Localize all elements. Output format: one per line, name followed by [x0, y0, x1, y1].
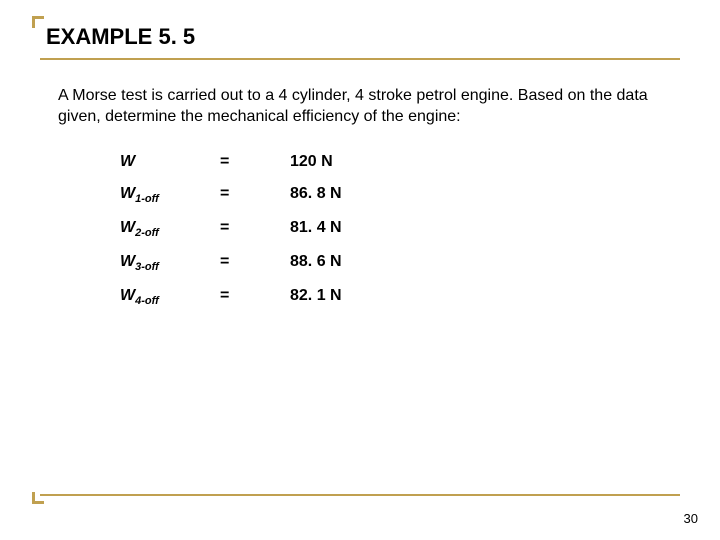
variable-cell: W3-off — [120, 246, 220, 280]
variable-symbol: W — [120, 153, 135, 170]
equals-cell: = — [220, 178, 290, 212]
variable-symbol: W — [120, 219, 135, 236]
variable-subscript: 1-off — [135, 193, 159, 205]
table-row: W2-off=81. 4 N — [120, 212, 342, 246]
equals-cell: = — [220, 246, 290, 280]
footer-rule — [40, 494, 680, 496]
variable-subscript: 4-off — [135, 295, 159, 307]
variable-cell: W2-off — [120, 212, 220, 246]
table-row: W4-off=82. 1 N — [120, 280, 342, 314]
equals-cell: = — [220, 212, 290, 246]
body-text: A Morse test is carried out to a 4 cylin… — [58, 86, 662, 128]
variable-cell: W — [120, 146, 220, 178]
value-cell: 81. 4 N — [290, 212, 342, 246]
value-cell: 88. 6 N — [290, 246, 342, 280]
slide-title: EXAMPLE 5. 5 — [40, 24, 680, 60]
title-block: EXAMPLE 5. 5 — [40, 24, 680, 60]
page-number: 30 — [684, 511, 698, 526]
variable-cell: W1-off — [120, 178, 220, 212]
equals-cell: = — [220, 146, 290, 178]
variable-symbol: W — [120, 287, 135, 304]
variable-symbol: W — [120, 253, 135, 270]
table-row: W3-off=88. 6 N — [120, 246, 342, 280]
variable-cell: W4-off — [120, 280, 220, 314]
equals-cell: = — [220, 280, 290, 314]
title-corner-accent — [32, 16, 44, 28]
slide: EXAMPLE 5. 5 A Morse test is carried out… — [0, 0, 720, 540]
variable-symbol: W — [120, 185, 135, 202]
value-cell: 120 N — [290, 146, 342, 178]
value-cell: 82. 1 N — [290, 280, 342, 314]
table-row: W1-off=86. 8 N — [120, 178, 342, 212]
footer-corner-accent — [32, 492, 44, 504]
variable-subscript: 3-off — [135, 261, 159, 273]
data-table: W=120 NW1-off=86. 8 NW2-off=81. 4 NW3-of… — [120, 146, 342, 315]
value-cell: 86. 8 N — [290, 178, 342, 212]
table-row: W =120 N — [120, 146, 342, 178]
variable-subscript: 2-off — [135, 227, 159, 239]
